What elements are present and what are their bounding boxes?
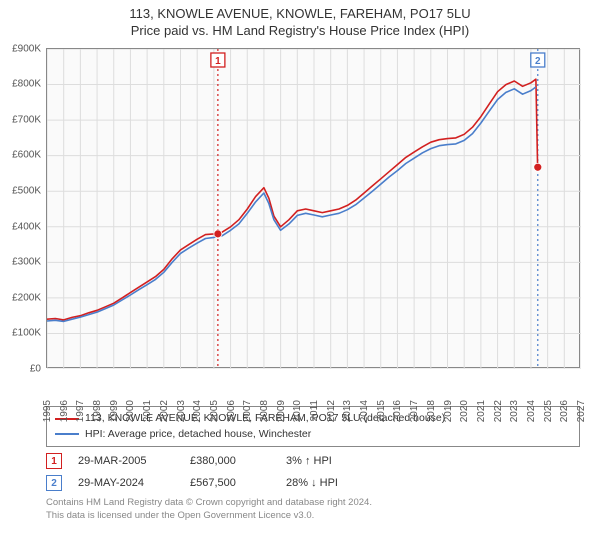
legend-swatch xyxy=(55,433,79,435)
x-tick-label: 2016 xyxy=(392,400,403,422)
x-tick-label: 2009 xyxy=(276,400,287,422)
legend-label: HPI: Average price, detached house, Winc… xyxy=(85,427,311,443)
title-block: 113, KNOWLE AVENUE, KNOWLE, FAREHAM, PO1… xyxy=(0,0,600,44)
x-tick-label: 2011 xyxy=(309,400,320,422)
y-tick-label: £100K xyxy=(12,328,41,339)
x-tick-label: 2022 xyxy=(493,400,504,422)
x-tick-label: 2014 xyxy=(359,400,370,422)
title-subtitle: Price paid vs. HM Land Registry's House … xyxy=(10,23,590,40)
x-tick-label: 2004 xyxy=(192,400,203,422)
y-tick-label: £400K xyxy=(12,221,41,232)
marker-date: 29-MAY-2024 xyxy=(78,477,174,489)
y-tick-label: £200K xyxy=(12,292,41,303)
x-tick-label: 2019 xyxy=(443,400,454,422)
y-tick-label: £300K xyxy=(12,257,41,268)
x-tick-label: 2015 xyxy=(376,400,387,422)
y-tick-label: £700K xyxy=(12,114,41,125)
x-tick-label: 1997 xyxy=(75,400,86,422)
marker-row: 1 29-MAR-2005 £380,000 3% ↑ HPI xyxy=(46,453,580,469)
x-tick-label: 2012 xyxy=(326,400,337,422)
chart-svg: 12 xyxy=(47,49,581,369)
y-tick-label: £500K xyxy=(12,186,41,197)
y-axis-labels: £0£100K£200K£300K£400K£500K£600K£700K£80… xyxy=(1,49,43,369)
svg-text:2: 2 xyxy=(535,56,541,67)
legend-item: HPI: Average price, detached house, Winc… xyxy=(55,427,571,443)
y-tick-label: £800K xyxy=(12,79,41,90)
x-tick-label: 2013 xyxy=(342,400,353,422)
x-tick-label: 2008 xyxy=(259,400,270,422)
footer-attribution: Contains HM Land Registry data © Crown c… xyxy=(46,497,580,522)
x-tick-label: 2000 xyxy=(125,400,136,422)
x-tick-label: 2006 xyxy=(226,400,237,422)
x-tick-label: 2021 xyxy=(476,400,487,422)
x-tick-label: 1999 xyxy=(109,400,120,422)
footer-line2: This data is licensed under the Open Gov… xyxy=(46,510,580,522)
marker-table: 1 29-MAR-2005 £380,000 3% ↑ HPI 2 29-MAY-2024… xyxy=(46,453,580,491)
chart-plot-area: £0£100K£200K£300K£400K£500K£600K£700K£80… xyxy=(46,48,580,368)
x-tick-label: 2018 xyxy=(426,400,437,422)
marker-price: £567,500 xyxy=(190,477,270,489)
x-tick-label: 2026 xyxy=(559,400,570,422)
x-tick-label: 2020 xyxy=(459,400,470,422)
chart-container: 113, KNOWLE AVENUE, KNOWLE, FAREHAM, PO1… xyxy=(0,0,600,560)
marker-date: 29-MAR-2005 xyxy=(78,455,174,467)
x-tick-label: 2027 xyxy=(576,400,587,422)
y-tick-label: £900K xyxy=(12,43,41,54)
x-tick-label: 2010 xyxy=(292,400,303,422)
x-tick-label: 1998 xyxy=(92,400,103,422)
x-tick-label: 2001 xyxy=(142,400,153,422)
x-tick-label: 1996 xyxy=(59,400,70,422)
marker-price: £380,000 xyxy=(190,455,270,467)
x-axis-labels: 1995199619971998199920002001200220032004… xyxy=(46,368,580,402)
footer-line1: Contains HM Land Registry data © Crown c… xyxy=(46,497,580,509)
marker-badge: 2 xyxy=(46,475,62,491)
title-address: 113, KNOWLE AVENUE, KNOWLE, FAREHAM, PO1… xyxy=(10,6,590,23)
marker-diff: 28% ↓ HPI xyxy=(286,477,338,489)
y-tick-label: £0 xyxy=(30,363,41,374)
marker-diff: 3% ↑ HPI xyxy=(286,455,332,467)
x-tick-label: 2023 xyxy=(509,400,520,422)
marker-row: 2 29-MAY-2024 £567,500 28% ↓ HPI xyxy=(46,475,580,491)
x-tick-label: 2005 xyxy=(209,400,220,422)
x-tick-label: 2003 xyxy=(176,400,187,422)
x-tick-label: 2007 xyxy=(242,400,253,422)
x-tick-label: 1995 xyxy=(42,400,53,422)
x-tick-label: 2002 xyxy=(159,400,170,422)
marker-badge: 1 xyxy=(46,453,62,469)
x-tick-label: 2024 xyxy=(526,400,537,422)
x-tick-label: 2025 xyxy=(543,400,554,422)
svg-text:1: 1 xyxy=(215,56,221,67)
y-tick-label: £600K xyxy=(12,150,41,161)
x-tick-label: 2017 xyxy=(409,400,420,422)
